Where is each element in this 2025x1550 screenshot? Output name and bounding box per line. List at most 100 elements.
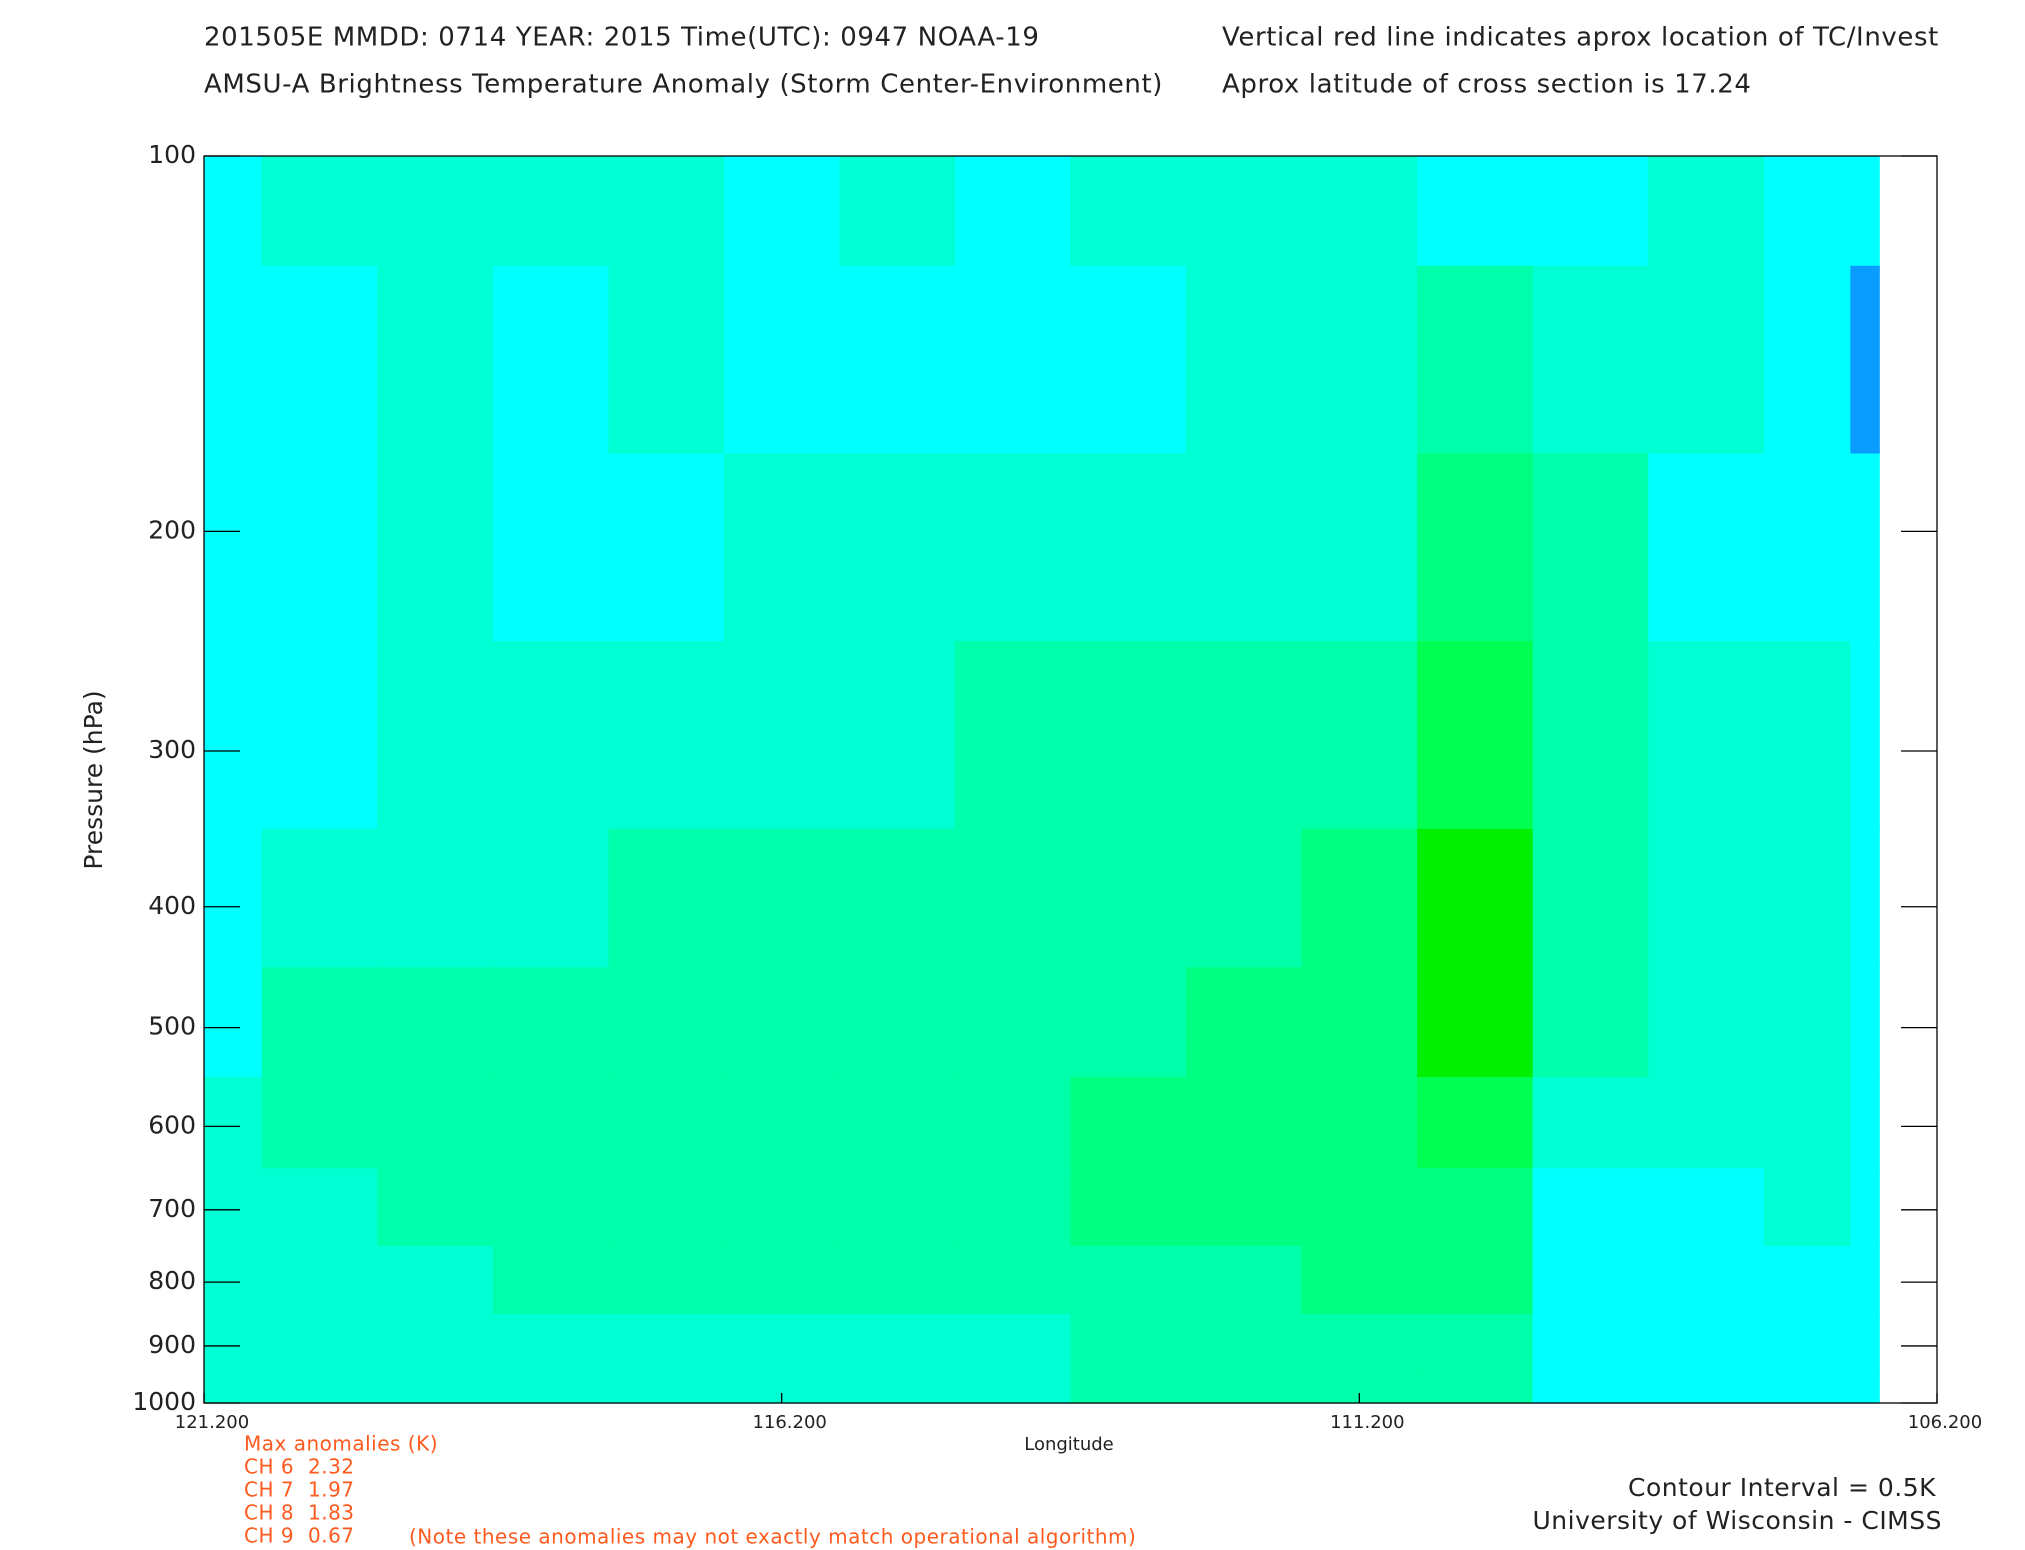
contour-cell [1417,265,1534,455]
y-tick-label: 100 [148,140,196,169]
x-tick-label: 121.200 [175,1412,249,1433]
chart-title: 201505E MMDD: 0714 YEAR: 2015 Time(UTC):… [204,23,1040,53]
contour-cell [1850,156,1880,267]
contour-cell [1648,1374,1765,1404]
contour-cell [839,641,956,830]
contour-cell [1301,1314,1418,1376]
contour-cell [1186,265,1303,455]
contour-cell [723,1076,841,1169]
contour-cell [261,156,378,267]
contour-cell [839,967,956,1078]
contour-cell [377,156,494,267]
y-tick-label: 200 [148,515,196,544]
contour-cell [1763,265,1851,455]
contour-cell [1850,1374,1880,1404]
contour-cell [1417,1076,1534,1169]
contour-cell [1532,1245,1649,1315]
contour-cell [1850,828,1880,968]
contour-cell [204,453,263,642]
contour-cell [1186,1314,1303,1376]
max-anomalies-title: Max anomalies (K) [244,1432,438,1456]
contour-cell [492,156,609,267]
contour-cell [492,967,609,1078]
contour-cell [723,265,841,455]
contour-cell [608,1076,725,1169]
contour-cell [377,1374,494,1404]
contour-cell [1850,1168,1880,1247]
contour-cell [1763,828,1851,968]
contour-cell [377,1314,494,1376]
contour-cell [261,828,378,968]
contour-cell [1301,265,1418,455]
contour-cell [1186,967,1303,1078]
contour-cell [1648,1168,1765,1247]
anomaly-channel: CH 8 [244,1501,294,1525]
contour-cell [204,1076,263,1169]
contour-cell [261,265,378,455]
contour-cell [1763,1245,1851,1315]
contour-cell [1648,1076,1765,1169]
contour-cell [1850,1245,1880,1315]
contour-cell [1532,641,1649,830]
contour-cell [608,1314,725,1376]
contour-cell [377,1245,494,1315]
contour-cell [839,1076,956,1169]
contour-cell [261,1076,378,1169]
contour-cell [204,265,263,455]
contour-cell [1850,641,1880,830]
y-axis-label: Pressure (hPa) [79,690,108,869]
contour-cell [1417,156,1534,267]
anomaly-value: 1.83 [308,1501,355,1525]
contour-cell [1417,828,1534,968]
contour-cell [377,265,494,455]
contour-cell [1301,453,1418,642]
contour-cell [1763,1168,1851,1247]
contour-cell [723,1168,841,1247]
contour-cell [839,828,956,968]
contour-cell [377,967,494,1078]
contour-cell [954,156,1072,267]
contour-cell [204,1168,263,1247]
contour-cell [1417,453,1534,642]
contour-cell [1070,828,1187,968]
contour-cell [377,641,494,830]
contour-cell [1850,967,1880,1078]
contour-cell [723,967,841,1078]
contour-cell [1532,1076,1649,1169]
contour-cell [723,828,841,968]
contour-cell [954,1245,1072,1315]
contour-cell [204,1374,263,1404]
contour-cell [261,641,378,830]
contour-cell [1186,453,1303,642]
contour-cell [1070,967,1187,1078]
contour-cell [1301,156,1418,267]
contour-cell [1186,828,1303,968]
contour-interval: Contour Interval = 0.5K [1628,1473,1936,1502]
contour-cell [839,1168,956,1247]
contour-cell [1301,1168,1418,1247]
anomaly-value: 0.67 [308,1524,355,1548]
contour-cell [1070,641,1187,830]
contour-cell [1648,967,1765,1078]
contour-cell [492,1076,609,1169]
x-tick-label: 111.200 [1330,1412,1404,1433]
contour-cell [204,1245,263,1315]
contour-cell [608,641,725,830]
anomaly-value: 1.97 [308,1478,355,1502]
contour-cell [1417,1168,1534,1247]
contour-cell [261,1168,378,1247]
contour-cell [377,828,494,968]
contour-cell [1648,1314,1765,1376]
contour-cell [1417,967,1534,1078]
contour-cell [1417,641,1534,830]
contour-cell [608,265,725,455]
contour-cell [261,1314,378,1376]
contour-cell [839,1374,956,1404]
contour-cell [261,453,378,642]
contour-cell [204,828,263,968]
contour-cell [839,156,956,267]
y-tick-label: 300 [148,735,196,764]
contour-cell [204,967,263,1078]
contour-cell [1850,1314,1880,1376]
contour-cell [954,641,1072,830]
